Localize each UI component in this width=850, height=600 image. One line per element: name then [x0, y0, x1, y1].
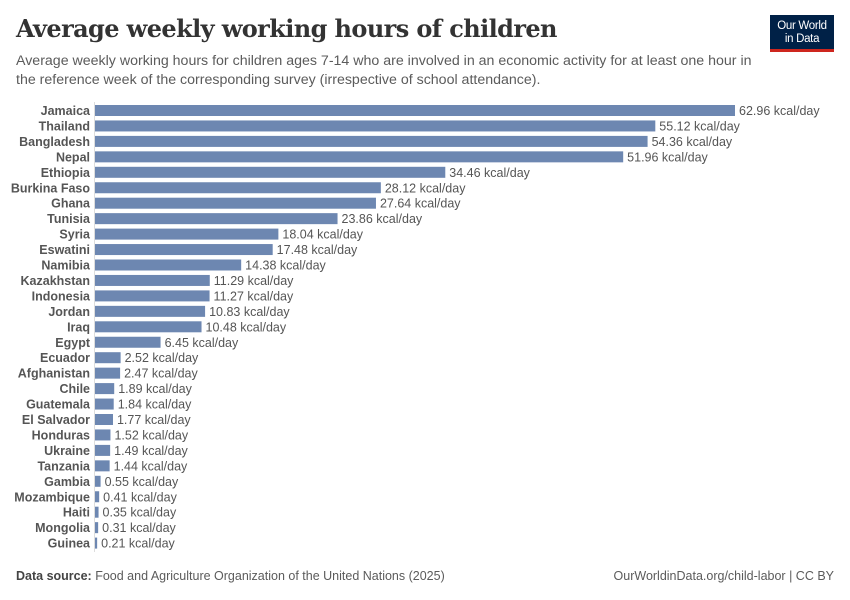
- category-label: Tunisia: [47, 212, 91, 226]
- value-label: 17.48 kcal/day: [277, 243, 358, 257]
- category-label: Kazakhstan: [21, 274, 90, 288]
- category-label: Gambia: [44, 475, 91, 489]
- value-label: 2.52 kcal/day: [125, 351, 199, 365]
- category-label: Syria: [59, 228, 91, 242]
- value-label: 1.52 kcal/day: [114, 428, 188, 442]
- bar[interactable]: [95, 305, 206, 317]
- value-label: 0.41 kcal/day: [103, 490, 177, 504]
- logo-line-1: Our World: [777, 20, 827, 32]
- category-label: Iraq: [67, 320, 90, 334]
- value-label: 54.36 kcal/day: [652, 135, 733, 149]
- category-label: Honduras: [32, 428, 90, 442]
- bar[interactable]: [95, 105, 735, 116]
- value-label: 10.48 kcal/day: [206, 320, 287, 334]
- value-label: 0.55 kcal/day: [105, 475, 179, 489]
- value-label: 1.84 kcal/day: [118, 398, 192, 412]
- value-label: 1.77 kcal/day: [117, 413, 191, 427]
- category-label: Mozambique: [14, 490, 90, 504]
- bar[interactable]: [95, 151, 624, 163]
- value-label: 14.38 kcal/day: [245, 259, 326, 273]
- category-label: Ethiopia: [41, 166, 91, 180]
- value-label: 10.83 kcal/day: [209, 305, 290, 319]
- bar[interactable]: [95, 213, 338, 225]
- category-label: Ecuador: [40, 351, 90, 365]
- bar[interactable]: [95, 352, 121, 364]
- category-label: Eswatini: [39, 243, 90, 257]
- bar[interactable]: [95, 135, 648, 147]
- value-label: 6.45 kcal/day: [165, 336, 239, 350]
- bar-chart: Jamaica 62.96 kcal/day Thailand 55.12 kcal/…: [11, 102, 820, 552]
- bar[interactable]: [95, 475, 101, 487]
- bar[interactable]: [95, 537, 98, 549]
- category-label: Ghana: [51, 197, 91, 211]
- value-label: 55.12 kcal/day: [659, 119, 740, 133]
- bar[interactable]: [95, 444, 111, 456]
- bar[interactable]: [95, 120, 656, 132]
- bar[interactable]: [95, 491, 100, 503]
- data-source: Data source: Food and Agriculture Organi…: [16, 569, 445, 583]
- value-label: 18.04 kcal/day: [282, 228, 363, 242]
- category-label: Bangladesh: [19, 135, 90, 149]
- bar[interactable]: [95, 414, 113, 425]
- category-label: Ukraine: [44, 444, 90, 458]
- category-label: Guatemala: [26, 398, 91, 412]
- category-label: Jamaica: [41, 104, 91, 118]
- category-label: Tanzania: [37, 459, 91, 473]
- bar[interactable]: [95, 506, 99, 518]
- bar[interactable]: [95, 274, 210, 286]
- category-label: Guinea: [48, 537, 91, 551]
- value-label: 27.64 kcal/day: [380, 197, 461, 211]
- data-source-text: Food and Agriculture Organization of the…: [95, 569, 445, 583]
- value-label: 34.46 kcal/day: [449, 166, 530, 180]
- chart-subtitle: Average weekly working hours for childre…: [16, 53, 752, 88]
- value-label: 23.86 kcal/day: [342, 212, 423, 226]
- bar[interactable]: [95, 228, 279, 240]
- category-label: Chile: [59, 382, 90, 396]
- category-label: Afghanistan: [18, 367, 90, 381]
- value-label: 1.44 kcal/day: [114, 459, 188, 473]
- bar[interactable]: [95, 259, 242, 271]
- bar[interactable]: [95, 460, 110, 472]
- bar[interactable]: [95, 182, 381, 194]
- owid-logo[interactable]: Our World in Data: [770, 15, 834, 52]
- bar[interactable]: [95, 367, 121, 379]
- value-label: 11.29 kcal/day: [214, 274, 294, 288]
- value-label: 62.96 kcal/day: [739, 104, 820, 118]
- category-label: Egypt: [55, 336, 91, 350]
- bar[interactable]: [95, 398, 114, 410]
- category-label: El Salvador: [22, 413, 90, 427]
- bar[interactable]: [95, 522, 99, 534]
- value-label: 0.31 kcal/day: [102, 521, 176, 535]
- url-license-link[interactable]: OurWorldinData.org/child-labor | CC BY: [613, 569, 834, 583]
- value-label: 0.35 kcal/day: [103, 506, 177, 520]
- value-label: 28.12 kcal/day: [385, 181, 466, 195]
- category-label: Burkina Faso: [11, 181, 91, 195]
- bar[interactable]: [95, 321, 202, 333]
- category-label: Thailand: [39, 119, 90, 133]
- value-label: 2.47 kcal/day: [124, 367, 198, 381]
- logo-line-2: in Data: [784, 33, 820, 45]
- category-label: Mongolia: [35, 521, 91, 535]
- value-label: 1.89 kcal/day: [118, 382, 192, 396]
- category-label: Namibia: [41, 259, 91, 273]
- bar[interactable]: [95, 383, 115, 395]
- bar[interactable]: [95, 336, 161, 348]
- value-label: 0.21 kcal/day: [101, 537, 175, 551]
- value-label: 51.96 kcal/day: [627, 150, 708, 164]
- bar[interactable]: [95, 197, 376, 209]
- bar[interactable]: [95, 166, 446, 178]
- bar[interactable]: [95, 429, 111, 441]
- category-label: Indonesia: [32, 289, 91, 303]
- category-label: Jordan: [48, 305, 90, 319]
- category-label: Nepal: [56, 150, 90, 164]
- bar[interactable]: [95, 290, 210, 302]
- value-label: 1.49 kcal/day: [114, 444, 188, 458]
- value-label: 11.27 kcal/day: [214, 289, 294, 303]
- chart-title: Average weekly working hours of children: [16, 14, 558, 43]
- bar[interactable]: [95, 244, 273, 256]
- category-label: Haiti: [63, 506, 90, 520]
- data-source-label: Data source:: [16, 569, 92, 583]
